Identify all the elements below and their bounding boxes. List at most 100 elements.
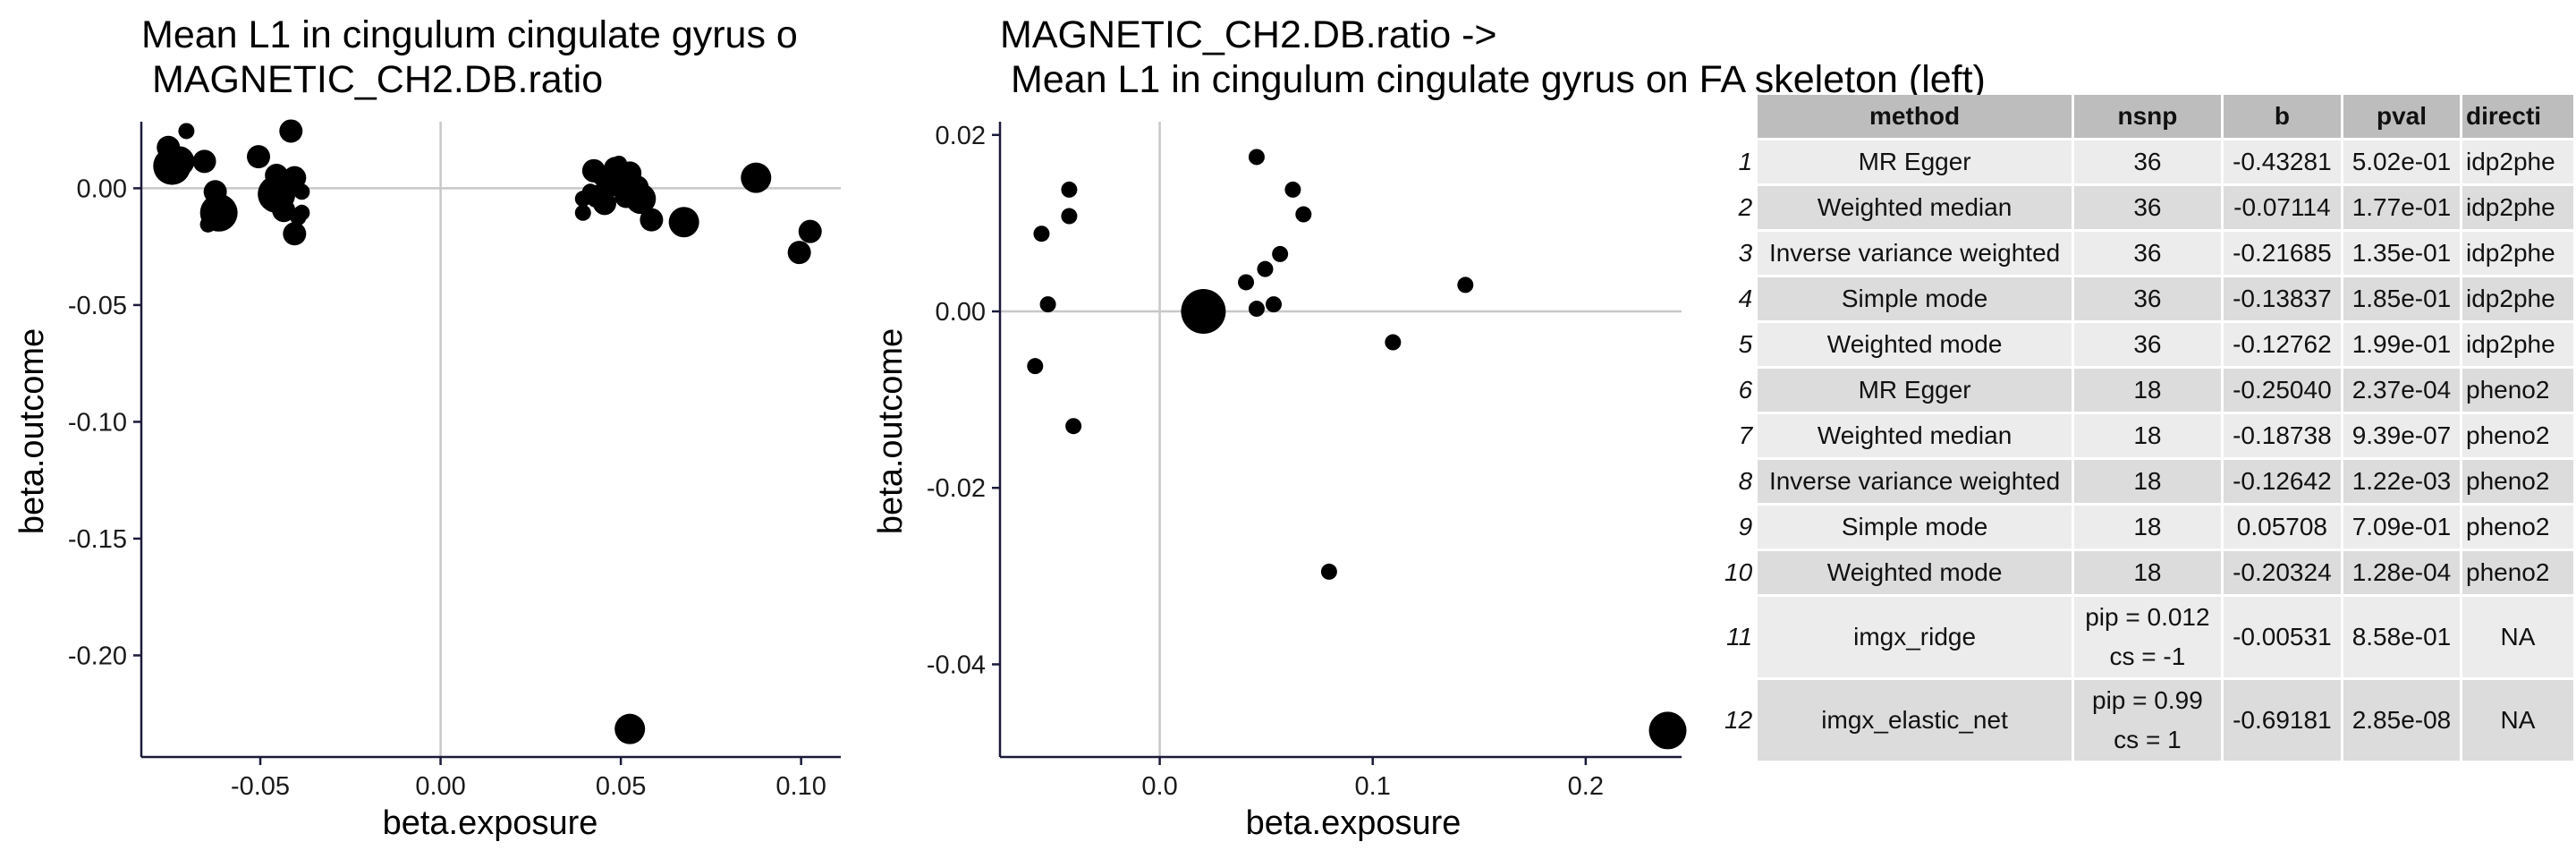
y-tick-label: 0.02 — [936, 122, 986, 150]
table-cell-method: MR Egger — [1758, 367, 2075, 414]
table-cell-b: -0.69181 — [2222, 678, 2343, 763]
table-cell-method: imgx_ridge — [1758, 595, 2075, 680]
table-cell-b: -0.13837 — [2222, 276, 2343, 323]
table-cell-method: Simple mode — [1758, 276, 2075, 323]
table-cell-rowid: 5 — [1721, 321, 1758, 369]
table-header-method: method — [1758, 95, 2075, 140]
data-point — [614, 713, 646, 744]
table-cell-pval: 1.77e-01 — [2342, 184, 2463, 232]
data-point — [574, 204, 591, 221]
table-cell-pval: 1.85e-01 — [2342, 276, 2463, 323]
table-row: 6 MR Egger 18 -0.25040 2.37e-04 pheno2 — [1721, 367, 2576, 414]
table-cell-rowid: 2 — [1721, 184, 1758, 232]
table-cell-nsnp: pip = 0.99 cs = 1 — [2072, 678, 2224, 763]
table-cell-pval: 1.99e-01 — [2342, 321, 2463, 369]
table-cell-b: -0.12762 — [2222, 321, 2343, 369]
table-cell-direction: NA — [2461, 595, 2576, 680]
table-cell-nsnp: 18 — [2072, 549, 2224, 597]
data-point — [160, 147, 184, 171]
table-cell-pval: 2.85e-08 — [2342, 678, 2463, 763]
table-cell-nsnp: 18 — [2072, 367, 2224, 414]
results-table: method nsnp b pval directi 1 MR Egger 36 -0… — [1721, 95, 2576, 763]
table-row: 11 imgx_ridge pip = 0.012 cs = -1 -0.00531 8.… — [1721, 595, 2576, 680]
table-header-rowid — [1721, 95, 1758, 140]
data-point — [592, 191, 616, 216]
table-row: 10 Weighted mode 18 -0.20324 1.28e-04 pheno2 — [1721, 549, 2576, 597]
table-cell-direction: pheno2 — [2461, 504, 2576, 551]
table-row: 3 Inverse variance weighted 36 -0.21685 1.35… — [1721, 230, 2576, 277]
right-title-line2: Mean L1 in cingulum cingulate gyrus on F… — [1000, 58, 1986, 101]
table-cell-rowid: 4 — [1721, 276, 1758, 323]
y-tick-label: -0.05 — [68, 292, 127, 320]
data-point — [1265, 296, 1282, 313]
table-cell-nsnp: 36 — [2072, 184, 2224, 232]
table-cell-direction: NA — [2461, 678, 2576, 763]
right-scatter-panel: MAGNETIC_CH2.DB.ratio -> Mean L1 in cing… — [872, 13, 1986, 842]
table-cell-pval: 1.28e-04 — [2342, 549, 2463, 597]
data-point — [1648, 711, 1687, 750]
table-row: 2 Weighted median 36 -0.07114 1.77e-01 idp2ph… — [1721, 184, 2576, 232]
data-point — [668, 207, 699, 238]
table-cell-pval: 5.02e-01 — [2342, 139, 2463, 186]
table-cell-direction: idp2phe — [2461, 230, 2576, 277]
x-tick-label: 0.0 — [1141, 772, 1177, 801]
table-cell-rowid: 6 — [1721, 367, 1758, 414]
y-tick-label: 0.00 — [936, 298, 986, 327]
table-cell-pval: 8.58e-01 — [2342, 595, 2463, 680]
data-point — [1033, 225, 1050, 242]
data-point — [625, 183, 657, 215]
right-y-axis-title: beta.outcome — [872, 328, 910, 534]
table-cell-direction: idp2phe — [2461, 276, 2576, 323]
table-cell-nsnp: 18 — [2072, 412, 2224, 460]
data-point — [1061, 181, 1078, 198]
x-tick-label: 0.2 — [1568, 772, 1604, 801]
table-cell-method: Weighted mode — [1758, 549, 2075, 597]
data-point — [1238, 274, 1255, 291]
data-point — [1039, 296, 1056, 313]
table-cell-rowid: 10 — [1721, 549, 1758, 597]
data-point — [293, 204, 310, 221]
table-cell-pip: pip = 0.99 — [2092, 686, 2203, 714]
table-cell-b: -0.43281 — [2222, 139, 2343, 186]
y-tick-label: -0.15 — [68, 525, 127, 554]
data-point — [283, 166, 307, 190]
table-cell-nsnp: pip = 0.012 cs = -1 — [2072, 595, 2224, 680]
table-header-row: method nsnp b pval directi — [1721, 95, 2576, 140]
data-point — [1257, 260, 1274, 277]
table-cell-pval: 2.37e-04 — [2342, 367, 2463, 414]
table-cell-pval: 7.09e-01 — [2342, 504, 2463, 551]
table-cell-nsnp: 36 — [2072, 230, 2224, 277]
data-point — [798, 219, 822, 243]
data-point — [1320, 563, 1337, 580]
table-cell-direction: pheno2 — [2461, 458, 2576, 506]
data-point — [1027, 358, 1044, 375]
data-point — [192, 149, 216, 174]
table-row: 8 Inverse variance weighted 18 -0.12642 1.22… — [1721, 458, 2576, 506]
table-cell-rowid: 8 — [1721, 458, 1758, 506]
data-point — [178, 123, 195, 140]
table-row: 12 imgx_elastic_net pip = 0.99 cs = 1 -0.691… — [1721, 678, 2576, 763]
table-cell-rowid: 12 — [1721, 678, 1758, 763]
y-tick-label: -0.10 — [68, 408, 127, 437]
left-y-axis-title: beta.outcome — [13, 328, 51, 534]
data-point — [1248, 301, 1265, 318]
table-header-nsnp: nsnp — [2072, 95, 2224, 140]
data-point — [247, 145, 271, 169]
table-header-b: b — [2222, 95, 2343, 140]
data-point — [1065, 418, 1082, 435]
y-tick-label: -0.04 — [927, 651, 986, 679]
table-cell-b: -0.21685 — [2222, 230, 2343, 277]
table-header-direction: directi — [2461, 95, 2576, 140]
data-point — [741, 162, 772, 193]
table-cell-method: Simple mode — [1758, 504, 2075, 551]
table-cell-nsnp: 18 — [2072, 504, 2224, 551]
data-point — [279, 119, 303, 143]
table-cell-pval: 1.22e-03 — [2342, 458, 2463, 506]
table-row: 4 Simple mode 36 -0.13837 1.85e-01 idp2phe — [1721, 276, 2576, 323]
table-cell-rowid: 9 — [1721, 504, 1758, 551]
table-cell-method: Weighted median — [1758, 412, 2075, 460]
x-tick-label: 0.00 — [415, 772, 465, 801]
data-point — [1457, 276, 1474, 293]
data-point — [272, 199, 296, 223]
data-point — [283, 222, 307, 246]
